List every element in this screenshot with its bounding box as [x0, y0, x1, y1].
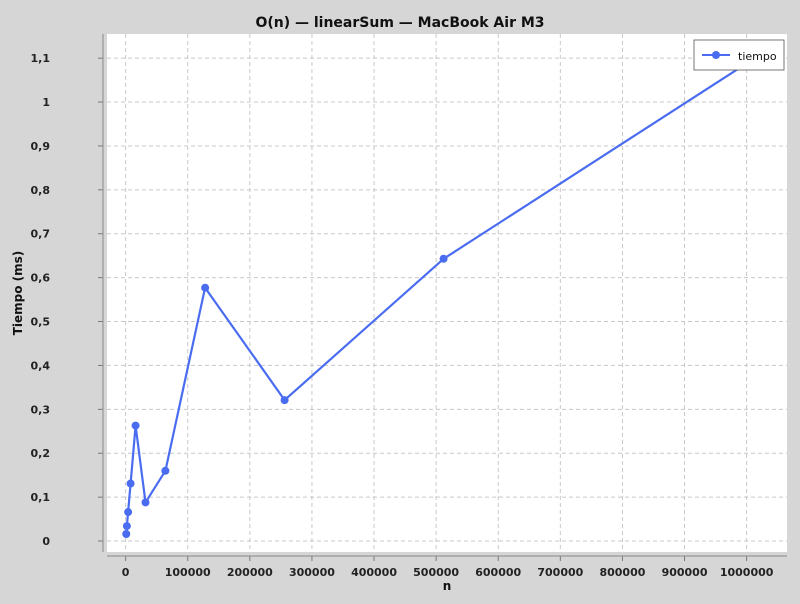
data-point	[122, 530, 131, 539]
legend: tiempo	[693, 39, 785, 71]
y-axis-label: Tiempo (ms)	[11, 251, 25, 336]
series-tiempo	[122, 49, 766, 539]
x-tick-label: 200000	[227, 566, 273, 579]
y-tick-label: 0,8	[31, 184, 51, 197]
y-tick-label: 0,9	[31, 140, 51, 153]
x-tick-label: 900000	[662, 566, 708, 579]
x-tick-label: 300000	[289, 566, 335, 579]
data-point	[141, 498, 150, 507]
y-tick-label: 1,1	[31, 52, 51, 65]
legend-label-tiempo: tiempo	[738, 50, 777, 63]
x-tick-label: 1000000	[720, 566, 774, 579]
data-point	[201, 283, 210, 292]
data-point	[122, 522, 131, 531]
data-point	[124, 508, 133, 517]
x-tick-label: 800000	[599, 566, 645, 579]
x-tick-label: 100000	[165, 566, 211, 579]
y-tick-label: 0,3	[31, 403, 51, 416]
y-tick-label: 0,6	[31, 272, 51, 285]
data-point	[280, 396, 289, 405]
plot-area	[107, 34, 787, 552]
chart-title: O(n) — linearSum — MacBook Air M3	[255, 15, 544, 31]
y-tick-label: 0,1	[31, 491, 51, 504]
y-tick-label: 0	[42, 535, 50, 548]
y-tick-label: 0,4	[31, 359, 51, 372]
data-point	[126, 479, 135, 488]
x-tick-label: 500000	[413, 566, 459, 579]
x-axis-label: n	[443, 579, 452, 593]
x-tick-label: 0	[122, 566, 130, 579]
y-tick-label: 0,2	[31, 447, 51, 460]
data-point	[161, 466, 170, 475]
gridlines	[107, 34, 787, 552]
x-tick-label: 600000	[475, 566, 521, 579]
y-tick-label: 1	[42, 96, 50, 109]
legend-swatch-marker	[712, 51, 720, 59]
y-tick-label: 0,5	[31, 316, 51, 329]
data-point	[439, 254, 448, 263]
axes: 0 100000 200000 300000 400000 500000 600000 700…	[31, 34, 787, 579]
x-tick-label: 400000	[351, 566, 397, 579]
data-point	[131, 421, 140, 430]
y-tick-label: 0,7	[31, 228, 51, 241]
x-tick-label: 700000	[537, 566, 583, 579]
